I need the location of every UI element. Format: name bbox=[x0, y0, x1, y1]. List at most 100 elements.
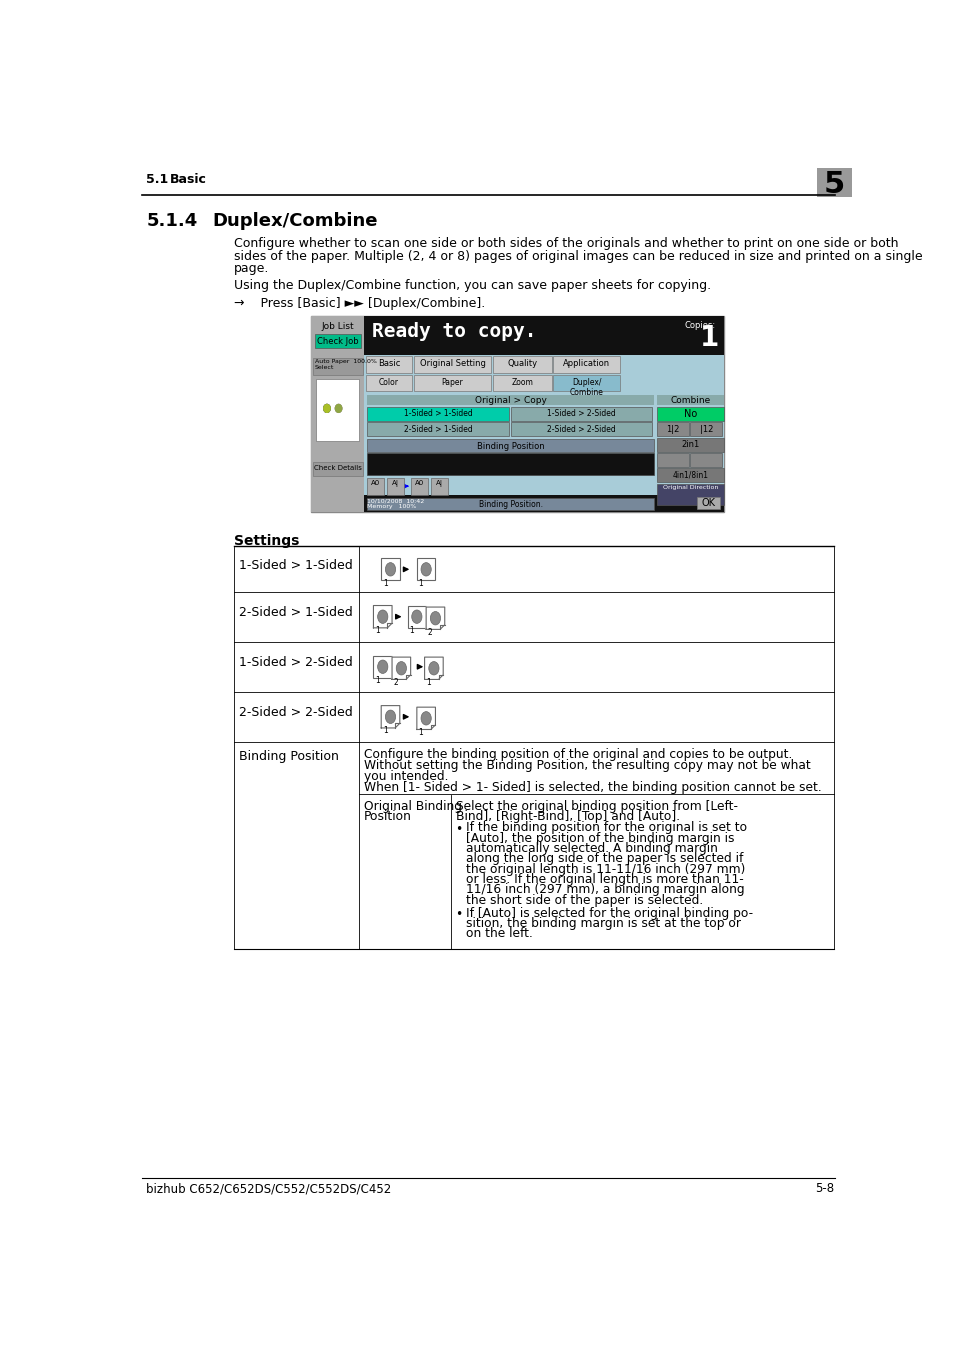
FancyBboxPatch shape bbox=[510, 406, 652, 421]
FancyBboxPatch shape bbox=[414, 356, 491, 373]
Text: Select the original binding position from [Left-: Select the original binding position fro… bbox=[456, 799, 737, 813]
Polygon shape bbox=[426, 608, 444, 629]
Text: page.: page. bbox=[233, 262, 269, 275]
FancyBboxPatch shape bbox=[407, 606, 426, 628]
Text: 1: 1 bbox=[409, 626, 414, 636]
Text: 1: 1 bbox=[700, 324, 719, 352]
Ellipse shape bbox=[323, 404, 331, 413]
Text: When [1- Sided > 1- Sided] is selected, the binding position cannot be set.: When [1- Sided > 1- Sided] is selected, … bbox=[364, 782, 821, 794]
Text: Quality: Quality bbox=[507, 359, 537, 369]
FancyBboxPatch shape bbox=[364, 495, 723, 513]
Text: 2: 2 bbox=[427, 628, 432, 637]
Text: on the left.: on the left. bbox=[466, 927, 533, 941]
Text: Binding Position: Binding Position bbox=[238, 749, 338, 763]
Text: 2-Sided > 1-Sided: 2-Sided > 1-Sided bbox=[238, 606, 352, 618]
Text: Configure whether to scan one side or both sides of the originals and whether to: Configure whether to scan one side or bo… bbox=[233, 238, 898, 251]
Text: Basic: Basic bbox=[170, 173, 206, 186]
FancyBboxPatch shape bbox=[311, 316, 723, 513]
Text: the short side of the paper is selected.: the short side of the paper is selected. bbox=[466, 894, 703, 907]
Text: 5.1.4: 5.1.4 bbox=[146, 212, 197, 230]
Text: 1: 1 bbox=[418, 579, 423, 589]
Text: 4in1/8in1: 4in1/8in1 bbox=[672, 471, 708, 479]
Text: Original Setting: Original Setting bbox=[419, 359, 485, 369]
Ellipse shape bbox=[430, 612, 440, 625]
Text: Original Binding: Original Binding bbox=[364, 799, 461, 813]
FancyBboxPatch shape bbox=[364, 355, 723, 513]
FancyBboxPatch shape bbox=[493, 374, 551, 392]
Text: 1: 1 bbox=[418, 728, 423, 737]
FancyBboxPatch shape bbox=[493, 356, 551, 373]
Text: 1-Sided > 2-Sided: 1-Sided > 2-Sided bbox=[547, 409, 616, 418]
Text: [Auto], the position of the binding margin is: [Auto], the position of the binding marg… bbox=[466, 832, 734, 845]
Text: 5-8: 5-8 bbox=[814, 1183, 833, 1195]
FancyBboxPatch shape bbox=[410, 478, 427, 494]
Text: A0: A0 bbox=[415, 481, 423, 486]
FancyBboxPatch shape bbox=[431, 478, 447, 494]
Text: 5.1: 5.1 bbox=[146, 173, 169, 186]
Text: Original Direction: Original Direction bbox=[662, 486, 718, 490]
Text: sition, the binding margin is set at the top or: sition, the binding margin is set at the… bbox=[466, 917, 740, 930]
Ellipse shape bbox=[335, 404, 342, 413]
Polygon shape bbox=[381, 706, 399, 728]
Text: •: • bbox=[456, 909, 462, 921]
FancyBboxPatch shape bbox=[510, 423, 652, 436]
Ellipse shape bbox=[412, 610, 421, 624]
FancyBboxPatch shape bbox=[553, 374, 619, 392]
Polygon shape bbox=[416, 707, 435, 729]
Text: Original > Copy: Original > Copy bbox=[475, 396, 546, 405]
Text: automatically selected. A binding margin: automatically selected. A binding margin bbox=[466, 842, 718, 855]
Text: 1-Sided > 2-Sided: 1-Sided > 2-Sided bbox=[238, 656, 352, 670]
FancyBboxPatch shape bbox=[367, 439, 654, 451]
Ellipse shape bbox=[335, 404, 342, 413]
Text: →    Press [Basic] ►► [Duplex/Combine].: → Press [Basic] ►► [Duplex/Combine]. bbox=[233, 297, 485, 309]
Polygon shape bbox=[392, 657, 410, 679]
Text: Color: Color bbox=[378, 378, 398, 386]
Ellipse shape bbox=[385, 710, 395, 724]
Text: Application: Application bbox=[562, 359, 610, 369]
Text: 1: 1 bbox=[382, 726, 387, 736]
Text: 2-Sided > 2-Sided: 2-Sided > 2-Sided bbox=[238, 706, 352, 720]
Text: Job List: Job List bbox=[321, 323, 354, 331]
Text: A|: A| bbox=[392, 481, 399, 487]
Text: A|: A| bbox=[436, 481, 442, 487]
FancyBboxPatch shape bbox=[367, 406, 509, 421]
FancyBboxPatch shape bbox=[657, 406, 723, 421]
FancyBboxPatch shape bbox=[367, 454, 654, 475]
FancyBboxPatch shape bbox=[690, 454, 721, 467]
Ellipse shape bbox=[420, 563, 431, 576]
FancyBboxPatch shape bbox=[657, 423, 688, 436]
FancyBboxPatch shape bbox=[381, 558, 399, 580]
Ellipse shape bbox=[377, 660, 388, 674]
Text: Settings: Settings bbox=[233, 533, 299, 548]
Text: Binding Position: Binding Position bbox=[476, 441, 544, 451]
Ellipse shape bbox=[420, 711, 431, 725]
FancyBboxPatch shape bbox=[311, 316, 364, 513]
Text: 1-Sided > 1-Sided: 1-Sided > 1-Sided bbox=[238, 559, 352, 572]
Text: bizhub C652/C652DS/C552/C552DS/C452: bizhub C652/C652DS/C552/C552DS/C452 bbox=[146, 1183, 392, 1195]
FancyBboxPatch shape bbox=[365, 356, 412, 373]
Text: sides of the paper. Multiple (2, 4 or 8) pages of original images can be reduced: sides of the paper. Multiple (2, 4 or 8)… bbox=[233, 250, 922, 263]
Ellipse shape bbox=[335, 404, 342, 413]
Text: Basic: Basic bbox=[377, 359, 399, 369]
Ellipse shape bbox=[428, 662, 438, 675]
Text: 5: 5 bbox=[823, 170, 844, 198]
FancyBboxPatch shape bbox=[553, 356, 619, 373]
Text: If the binding position for the original is set to: If the binding position for the original… bbox=[466, 821, 747, 834]
FancyBboxPatch shape bbox=[657, 454, 688, 467]
Polygon shape bbox=[424, 657, 443, 679]
FancyBboxPatch shape bbox=[690, 423, 721, 436]
Polygon shape bbox=[373, 606, 392, 628]
Text: Position: Position bbox=[364, 810, 412, 824]
Text: 10/10/2008  10:42
Memory   100%: 10/10/2008 10:42 Memory 100% bbox=[367, 498, 424, 509]
FancyBboxPatch shape bbox=[696, 497, 720, 509]
Text: Duplex/Combine: Duplex/Combine bbox=[212, 212, 377, 230]
Text: If [Auto] is selected for the original binding po-: If [Auto] is selected for the original b… bbox=[466, 907, 753, 919]
Text: 1-Sided > 1-Sided: 1-Sided > 1-Sided bbox=[403, 409, 472, 418]
FancyBboxPatch shape bbox=[657, 437, 723, 451]
Text: No: No bbox=[683, 409, 697, 418]
Text: |12: |12 bbox=[700, 424, 713, 433]
Ellipse shape bbox=[323, 404, 331, 413]
FancyBboxPatch shape bbox=[367, 478, 384, 494]
FancyBboxPatch shape bbox=[816, 169, 852, 197]
Text: Combine: Combine bbox=[670, 396, 710, 405]
